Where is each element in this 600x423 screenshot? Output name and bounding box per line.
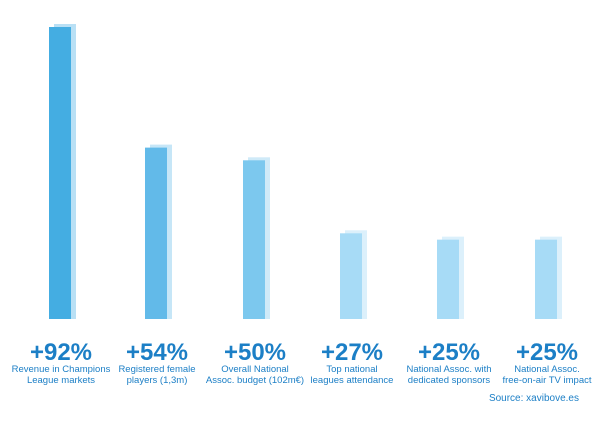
value-label: +25% — [418, 339, 480, 366]
category-label: National Assoc. — [514, 364, 579, 375]
category-label: Top national — [326, 364, 377, 375]
bar — [437, 239, 459, 319]
category-label: National Assoc. with — [406, 364, 491, 375]
category-label: League markets — [27, 375, 95, 386]
category-label: Revenue in Champions — [12, 364, 111, 375]
value-label: +92% — [30, 339, 92, 366]
bar — [49, 27, 71, 319]
value-label: +27% — [321, 339, 383, 366]
bars-group — [49, 24, 562, 319]
value-label: +25% — [516, 339, 578, 366]
category-label: dedicated sponsors — [408, 375, 491, 386]
bar — [340, 233, 362, 319]
source-label: Source: xavibove.es — [489, 393, 579, 404]
category-label: players (1,3m) — [127, 375, 188, 386]
category-label: Assoc. budget (102m€) — [206, 375, 304, 386]
category-label: free-on-air TV impact — [502, 375, 591, 386]
bar — [243, 160, 265, 319]
bar — [145, 147, 167, 319]
category-label: Overall National — [221, 364, 289, 375]
category-label: leagues attendance — [311, 375, 394, 386]
bar — [535, 239, 557, 319]
value-label: +54% — [126, 339, 188, 366]
category-label: Registered female — [118, 364, 195, 375]
value-label: +50% — [224, 339, 286, 366]
